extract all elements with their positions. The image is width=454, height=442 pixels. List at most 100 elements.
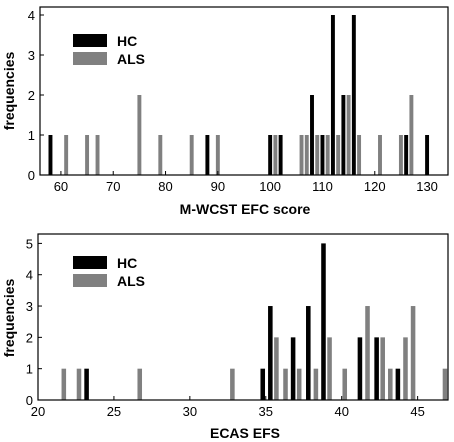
bar-als-8 [299,135,304,175]
y-tick-label: 4 [26,268,33,283]
x-tick-label: 100 [259,179,281,194]
bars [61,243,448,400]
bar-als-4 [158,135,163,175]
bar-als-11 [380,337,385,400]
bar-als-14 [357,135,362,175]
bar-hc-6 [330,15,335,175]
bar-als-4 [274,337,279,400]
bar-hc-5 [321,243,326,400]
bar-als-13 [346,95,351,175]
bar-hc-3 [278,135,283,175]
plot-frame [39,6,449,176]
bar-hc-6 [357,337,363,400]
bar-als-3 [137,95,142,175]
bar-hc-0 [84,368,89,400]
bar-als-3 [230,368,235,400]
bar-als-5 [283,368,288,400]
bar-hc-4 [310,95,314,175]
bar-als-1 [85,135,90,175]
legend-swatch-hc [73,256,107,269]
bars [48,15,430,175]
y-tick-label: 2 [28,88,35,103]
panel-mwcst: frequencies M-WCST EFC score 60 70 80 90 100… [1,6,449,217]
y-tick-label: 0 [28,168,35,183]
bar-hc-7 [374,337,379,400]
bar-hc-2 [268,306,273,400]
x-tick-label: 70 [106,179,120,194]
x-tick-label: 120 [364,179,386,194]
legend-swatch-als [73,274,107,287]
bar-als-10 [365,306,370,400]
legend: HC ALS [73,255,145,289]
y-tick-label: 3 [26,299,33,314]
bar-als-7 [273,135,278,175]
bar-als-8 [327,337,332,400]
bar-als-15 [378,135,382,175]
x-tick-label: 45 [410,404,424,419]
bar-als-17 [409,95,414,175]
x-tick-label: 90 [211,179,225,194]
bar-hc-10 [425,135,430,175]
x-tick-label: 80 [158,179,172,194]
bar-hc-9 [404,135,409,175]
bar-als-16 [398,135,403,175]
x-tick-label: 60 [54,179,68,194]
legend: HC ALS [73,33,145,67]
bar-hc-8 [395,368,401,400]
y-tick-label: 0 [26,393,33,408]
y-tick-label: 2 [26,330,33,345]
bar-als-9 [304,135,309,175]
legend-swatch-hc [73,34,107,47]
bar-als-6 [296,368,302,400]
bar-hc-2 [268,135,273,175]
bar-hc-4 [306,306,311,400]
x-tick-label: 40 [334,404,348,419]
bar-hc-7 [341,95,346,175]
bar-als-10 [315,135,320,175]
bar-als-11 [325,135,330,175]
x-tick-label: 25 [107,404,121,419]
bar-als-9 [342,368,348,400]
bar-als-14 [410,306,416,400]
x-tick-label: 30 [183,404,197,419]
bar-hc-1 [260,368,266,400]
panel-ecas: frequencies ECAS EFS 20 25 30 35 40 45012345 … [1,233,449,441]
y-axis-label: frequencies [1,278,17,357]
bar-als-12 [388,368,393,400]
bar-als-2 [137,368,143,400]
bar-als-6 [215,135,220,175]
plot-frame [37,233,449,401]
bar-als-13 [403,337,408,400]
x-tick-label: 35 [259,404,273,419]
x-axis-label: M-WCST EFC score [180,201,311,217]
bar-hc-8 [351,15,356,175]
bar-hc-0 [48,135,53,175]
bar-hc-5 [320,135,325,175]
y-axis-label: frequencies [1,51,17,130]
x-tick-label: 110 [312,179,333,194]
y-tick-label: 1 [26,362,33,377]
legend-label-als: ALS [117,273,145,289]
x-axis-label: ECAS EFS [210,425,280,441]
y-tick-label: 4 [28,8,35,23]
x-tick-label: 20 [31,404,45,419]
legend-label-hc: HC [117,255,137,271]
y-tick-label: 5 [26,236,33,251]
bar-als-0 [61,368,67,400]
legend-label-hc: HC [117,33,137,49]
y-tick-label: 1 [28,128,35,143]
y-tick-label: 3 [28,48,35,63]
bar-als-1 [76,368,82,400]
legend-label-als: ALS [117,51,145,67]
x-tick-label: 130 [416,179,438,194]
bar-als-15 [442,368,448,400]
legend-swatch-als [73,52,107,65]
bar-hc-1 [205,135,210,175]
ticks: 60 70 80 90 100 110 120 130 0 1 2 3 4 [28,8,438,194]
bar-als-0 [64,135,69,175]
bar-als-2 [95,135,100,175]
bar-als-7 [313,368,319,400]
bar-als-5 [189,135,194,175]
